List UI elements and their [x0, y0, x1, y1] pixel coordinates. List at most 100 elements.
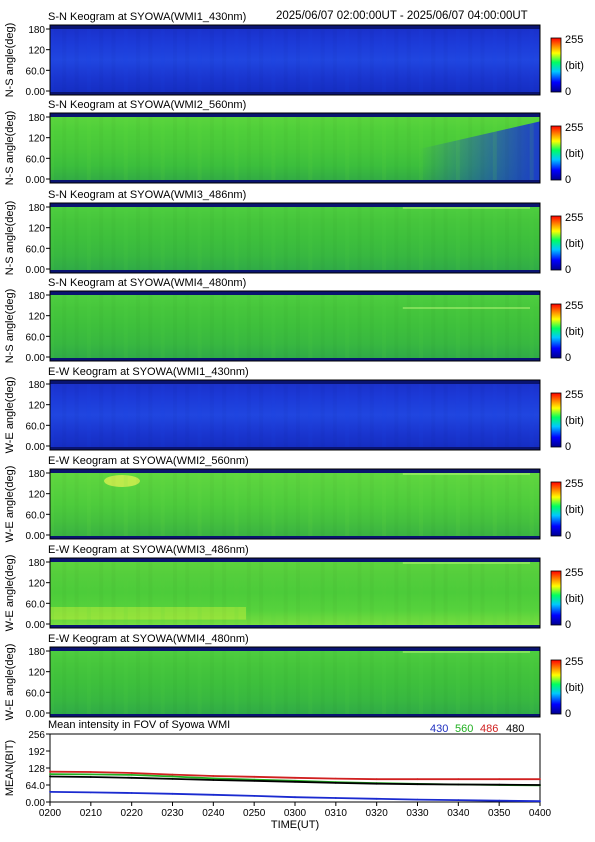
keogram-title: S-N Keogram at SYOWA(WMI1_430nm) — [48, 11, 246, 23]
legend-entry-480: 480 — [506, 723, 524, 735]
keogram-image — [50, 203, 540, 273]
keogram-image — [50, 25, 540, 95]
keogram-image — [50, 647, 540, 717]
data-point-480 — [89, 776, 92, 778]
keogram-title: S-N Keogram at SYOWA(WMI4_480nm) — [48, 277, 246, 289]
y-tick-label: 120 — [28, 224, 45, 235]
x-tick-label: 0300 — [284, 808, 307, 819]
data-point-480 — [375, 782, 378, 785]
colorbar-max-label: 255 — [565, 212, 583, 224]
keogram-frame — [49, 646, 541, 718]
keogram-frame — [49, 112, 541, 184]
keogram-frame — [49, 557, 541, 629]
data-point-486 — [457, 778, 460, 781]
x-tick-label: 0310 — [325, 808, 348, 819]
legend-entry-486: 486 — [480, 723, 498, 735]
x-tick-label: 0330 — [406, 808, 429, 819]
data-point-480 — [416, 783, 419, 786]
colorbar-max-label: 255 — [565, 34, 583, 46]
keogram-title: E-W Keogram at SYOWA(WMI4_480nm) — [48, 633, 249, 645]
y-tick-label: 128 — [28, 764, 45, 775]
legend-entry-430: 430 — [430, 723, 448, 735]
keogram-bright-spot — [104, 475, 140, 487]
colorbar-min-label: 0 — [565, 174, 571, 186]
data-point-480 — [212, 779, 215, 781]
x-tick-label: 0250 — [243, 808, 266, 819]
y-axis-label: W-E angle(deg) — [4, 377, 16, 454]
y-tick-label: 0.00 — [26, 531, 46, 542]
keogram-top-edge — [50, 647, 540, 651]
data-point-486 — [89, 771, 92, 773]
data-point-486 — [130, 772, 133, 774]
keogram-title: E-W Keogram at SYOWA(WMI2_560nm) — [48, 455, 249, 467]
x-tick-label: 0320 — [366, 808, 389, 819]
keogram-panel-5: E-W Keogram at SYOWA(WMI1_430nm)180 120 60… — [4, 366, 584, 453]
y-axis-label: N-S angle(deg) — [4, 201, 16, 276]
y-tick-label: 0.00 — [26, 442, 46, 453]
y-tick-label: 60.0 — [26, 332, 46, 343]
data-point-430 — [253, 795, 256, 797]
x-tick-label: 0350 — [488, 808, 511, 819]
colorbar-unit-label: (bit) — [565, 682, 584, 694]
keogram-panel-7: E-W Keogram at SYOWA(WMI3_486nm)180 120 60… — [4, 544, 584, 631]
colorbar-max-label: 255 — [565, 300, 583, 312]
data-point-430 — [334, 797, 337, 799]
data-point-430 — [212, 793, 215, 796]
x-axis-label: TIME(UT) — [271, 819, 319, 831]
keogram-bright-band — [50, 607, 246, 620]
colorbar-unit-label: (bit) — [565, 415, 584, 427]
y-tick-label: 60.0 — [26, 154, 46, 165]
y-tick-label: 120 — [28, 401, 45, 412]
keogram-image — [50, 380, 540, 450]
data-point-486 — [539, 778, 541, 781]
data-point-486 — [253, 775, 256, 778]
data-point-480 — [171, 778, 174, 780]
keogram-title: E-W Keogram at SYOWA(WMI3_486nm) — [48, 544, 249, 556]
colorbar — [550, 303, 562, 359]
keogram-frame — [49, 24, 541, 96]
colorbar-unit-label: (bit) — [565, 504, 584, 516]
y-tick-label: 192 — [28, 747, 45, 758]
y-axis-label: W-E angle(deg) — [4, 466, 16, 543]
data-point-430 — [498, 799, 501, 802]
data-point-486 — [375, 778, 378, 781]
data-point-430 — [171, 792, 174, 795]
x-tick-label: 0230 — [161, 808, 184, 819]
y-tick-label: 0.00 — [26, 709, 46, 720]
data-point-486 — [416, 778, 419, 781]
keogram-panel-1: S-N Keogram at SYOWA(WMI1_430nm)180 120 60… — [4, 11, 584, 98]
keogram-bottom-edge — [50, 536, 540, 539]
keogram-blue-region — [270, 121, 540, 183]
keogram-frame — [49, 290, 541, 362]
colorbar-min-label: 0 — [565, 352, 571, 364]
y-axis-label: W-E angle(deg) — [4, 644, 16, 721]
keogram-bottom-edge — [50, 270, 540, 273]
y-tick-label: 0.00 — [26, 265, 46, 276]
data-point-480 — [49, 775, 51, 778]
keogram-top-edge — [50, 469, 540, 473]
keogram-top-edge — [50, 113, 540, 117]
keogram-top-edge — [50, 25, 540, 29]
y-tick-label: 60.0 — [26, 66, 46, 77]
keogram-panel-6: E-W Keogram at SYOWA(WMI2_560nm)180 120 60… — [4, 455, 584, 542]
y-tick-label: 60.0 — [26, 421, 46, 432]
keogram-panel-4: S-N Keogram at SYOWA(WMI4_480nm)180 120 60… — [4, 277, 584, 364]
y-tick-label: 60.0 — [26, 510, 46, 521]
data-point-486 — [294, 776, 296, 779]
data-point-486 — [498, 778, 501, 781]
keogram-texture — [50, 25, 534, 95]
colorbar — [550, 659, 562, 715]
colorbar — [550, 570, 562, 626]
x-tick-label: 0240 — [202, 808, 225, 819]
y-tick-label: 0.00 — [26, 798, 46, 809]
keogram-bottom-edge — [50, 92, 540, 95]
y-tick-label: 0.00 — [26, 353, 46, 364]
data-point-486 — [212, 775, 215, 777]
y-tick-label: 180 — [28, 203, 45, 214]
data-point-430 — [416, 798, 419, 801]
y-axis-label: N-S angle(deg) — [4, 111, 16, 186]
y-tick-label: 0.00 — [26, 87, 46, 98]
colorbar-unit-label: (bit) — [565, 60, 584, 72]
data-point-430 — [130, 792, 133, 794]
